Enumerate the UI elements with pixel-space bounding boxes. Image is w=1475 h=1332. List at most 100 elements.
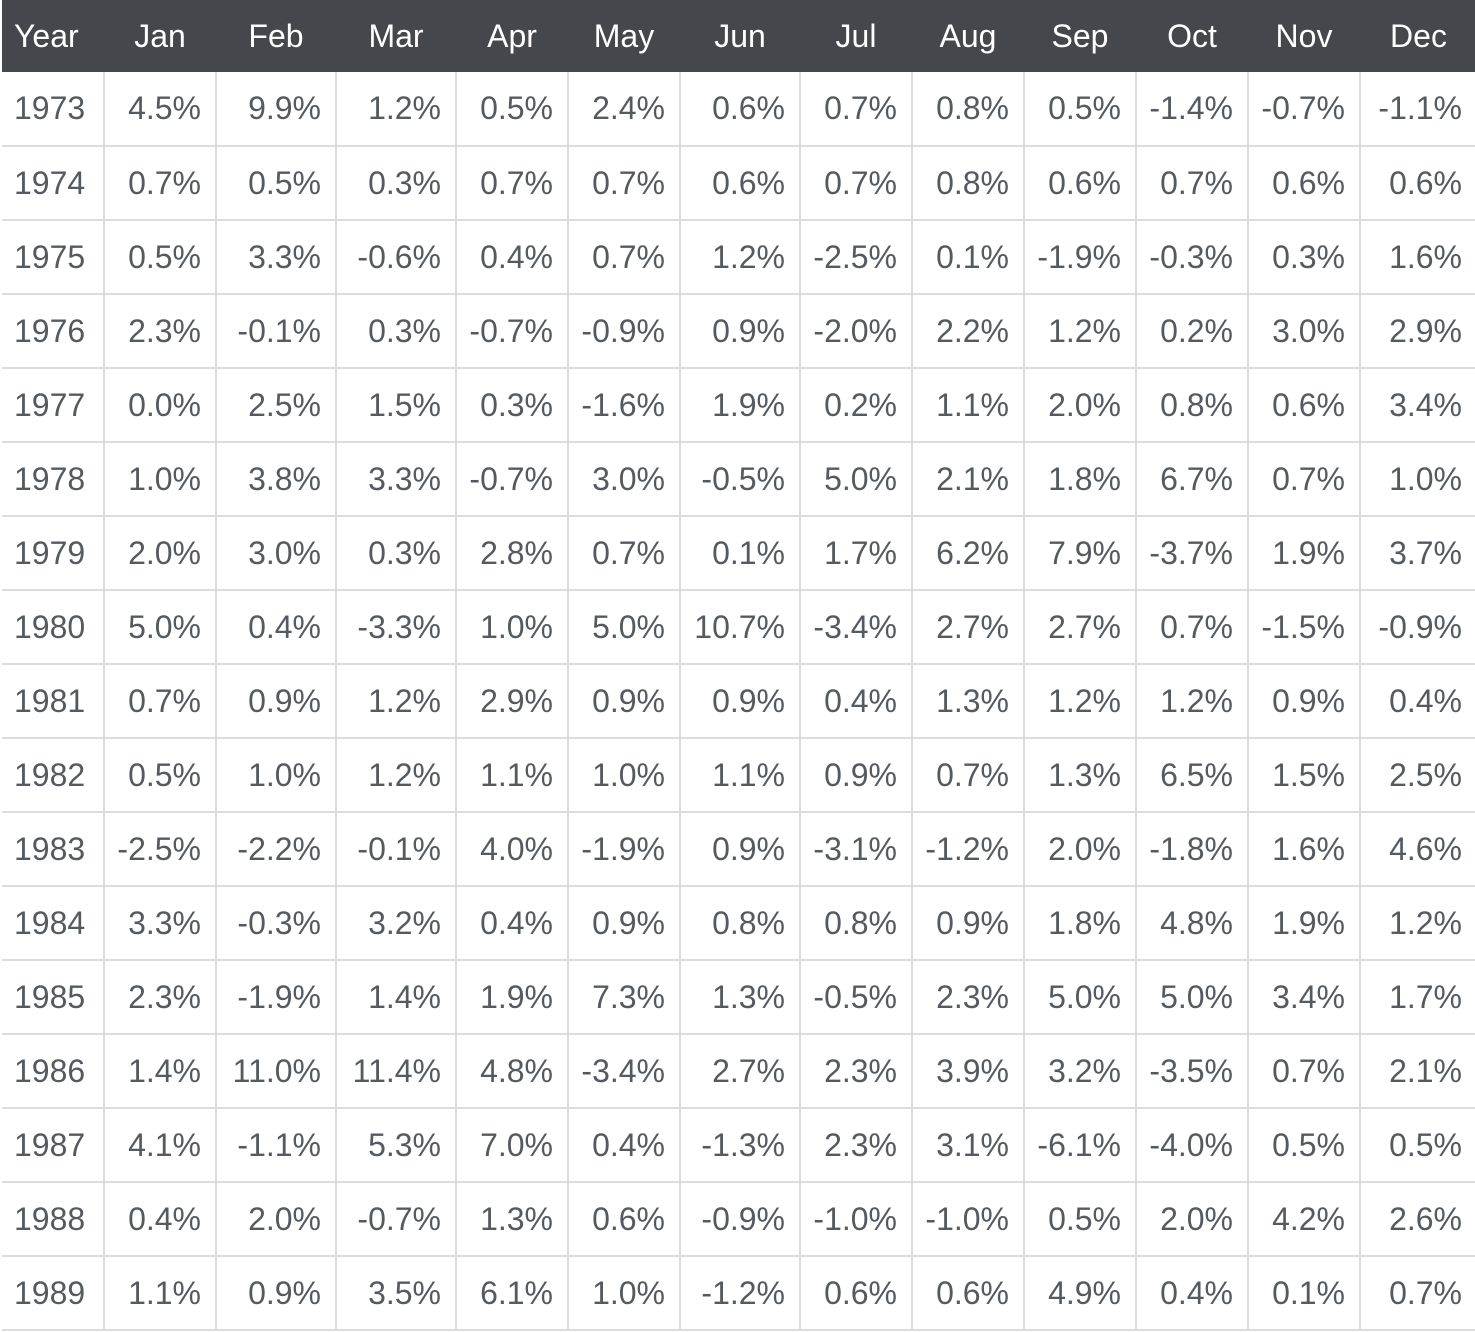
- return-cell-feb: 11.0%: [215, 1033, 337, 1109]
- column-header-year[interactable]: Year: [14, 17, 79, 54]
- return-cell-mar: 3.3%: [335, 441, 457, 517]
- return-cell-feb: 3.0%: [215, 515, 337, 591]
- return-cell-may: 3.0%: [567, 441, 681, 517]
- return-cell-may: -0.9%: [567, 293, 681, 369]
- return-cell-jun: 1.2%: [679, 219, 801, 295]
- return-cell-jun: -1.2%: [679, 1255, 801, 1331]
- return-cell-aug: 0.8%: [911, 72, 1025, 147]
- return-cell-jul: -3.4%: [799, 589, 913, 665]
- return-cell-sep: 0.6%: [1023, 145, 1137, 221]
- return-cell-sep: 1.8%: [1023, 441, 1137, 517]
- return-cell-apr: 7.0%: [455, 1107, 569, 1183]
- return-cell-sep: 4.9%: [1023, 1255, 1137, 1331]
- return-cell-sep: -6.1%: [1023, 1107, 1137, 1183]
- return-cell-nov: 0.1%: [1247, 1255, 1361, 1331]
- return-cell-apr: 4.8%: [455, 1033, 569, 1109]
- table-row: 1984 3.3% -0.3% 3.2% 0.4% 0.9% 0.8% 0.8% 0.9% 1.8…: [2, 885, 1475, 961]
- return-cell-jun: 0.9%: [679, 811, 801, 887]
- return-cell-may: 5.0%: [567, 589, 681, 665]
- return-cell-jul: 2.3%: [799, 1107, 913, 1183]
- return-cell-mar: 1.2%: [335, 663, 457, 739]
- return-cell-apr: -0.7%: [455, 441, 569, 517]
- return-cell-jun: 1.1%: [679, 737, 801, 813]
- return-cell-oct: -0.3%: [1135, 219, 1249, 295]
- table-row: 1987 4.1% -1.1% 5.3% 7.0% 0.4% -1.3% 2.3% 3.1% -6…: [2, 1107, 1475, 1183]
- column-header-oct[interactable]: Oct: [1167, 17, 1217, 54]
- return-cell-jan: 0.0%: [103, 367, 217, 443]
- return-cell-may: 0.4%: [567, 1107, 681, 1183]
- return-cell-oct: 0.4%: [1135, 1255, 1249, 1331]
- return-cell-aug: -1.0%: [911, 1181, 1025, 1257]
- return-cell-dec: 1.7%: [1359, 959, 1475, 1035]
- year-cell: 1984: [2, 885, 105, 961]
- year-cell: 1976: [2, 293, 105, 369]
- column-header-may[interactable]: May: [593, 17, 655, 54]
- return-cell-nov: 1.9%: [1247, 885, 1361, 961]
- return-cell-may: -1.6%: [567, 367, 681, 443]
- return-cell-feb: -2.2%: [215, 811, 337, 887]
- return-cell-feb: -0.1%: [215, 293, 337, 369]
- table-row: 1989 1.1% 0.9% 3.5% 6.1% 1.0% -1.2% 0.6% 0.6% 4.9…: [2, 1255, 1475, 1331]
- table-header: Year Jan Feb Mar Apr May Jun Jul Aug Sep…: [2, 0, 1475, 72]
- return-cell-nov: 0.7%: [1247, 1033, 1361, 1109]
- return-cell-apr: 4.0%: [455, 811, 569, 887]
- return-cell-aug: 2.7%: [911, 589, 1025, 665]
- return-cell-dec: 0.6%: [1359, 145, 1475, 221]
- return-cell-jan: 5.0%: [103, 589, 217, 665]
- return-cell-nov: 0.6%: [1247, 145, 1361, 221]
- column-header-sep[interactable]: Sep: [1051, 17, 1109, 54]
- return-cell-jul: 0.9%: [799, 737, 913, 813]
- return-cell-mar: 3.5%: [335, 1255, 457, 1331]
- return-cell-feb: 3.8%: [215, 441, 337, 517]
- year-cell: 1987: [2, 1107, 105, 1183]
- return-cell-jan: 2.0%: [103, 515, 217, 591]
- return-cell-jul: -0.5%: [799, 959, 913, 1035]
- return-cell-oct: 0.7%: [1135, 145, 1249, 221]
- return-cell-jun: 0.8%: [679, 885, 801, 961]
- return-cell-feb: 0.9%: [215, 663, 337, 739]
- table-row: 1980 5.0% 0.4% -3.3% 1.0% 5.0% 10.7% -3.4% 2.7% 2…: [2, 589, 1475, 665]
- return-cell-dec: 2.5%: [1359, 737, 1475, 813]
- column-header-jun[interactable]: Jun: [714, 17, 766, 54]
- column-header-apr[interactable]: Apr: [487, 17, 537, 54]
- return-cell-oct: -1.8%: [1135, 811, 1249, 887]
- column-header-jan[interactable]: Jan: [134, 17, 186, 54]
- column-header-dec[interactable]: Dec: [1390, 17, 1447, 54]
- return-cell-jun: 0.9%: [679, 293, 801, 369]
- return-cell-oct: 0.8%: [1135, 367, 1249, 443]
- return-cell-may: 0.7%: [567, 219, 681, 295]
- return-cell-apr: 2.9%: [455, 663, 569, 739]
- return-cell-oct: 6.7%: [1135, 441, 1249, 517]
- return-cell-may: 2.4%: [567, 72, 681, 147]
- return-cell-feb: -1.1%: [215, 1107, 337, 1183]
- column-header-mar[interactable]: Mar: [368, 17, 424, 54]
- return-cell-jan: 0.7%: [103, 145, 217, 221]
- return-cell-nov: 0.7%: [1247, 441, 1361, 517]
- return-cell-apr: 2.8%: [455, 515, 569, 591]
- return-cell-nov: 1.6%: [1247, 811, 1361, 887]
- return-cell-apr: 0.7%: [455, 145, 569, 221]
- return-cell-jan: 1.0%: [103, 441, 217, 517]
- return-cell-may: 7.3%: [567, 959, 681, 1035]
- table-row: 1975 0.5% 3.3% -0.6% 0.4% 0.7% 1.2% -2.5% 0.1% -1…: [2, 219, 1475, 295]
- return-cell-oct: 6.5%: [1135, 737, 1249, 813]
- return-cell-may: 0.7%: [567, 515, 681, 591]
- return-cell-aug: 3.1%: [911, 1107, 1025, 1183]
- return-cell-jul: 0.7%: [799, 145, 913, 221]
- return-cell-nov: 4.2%: [1247, 1181, 1361, 1257]
- return-cell-oct: 2.0%: [1135, 1181, 1249, 1257]
- return-cell-feb: 2.0%: [215, 1181, 337, 1257]
- table-row: 1976 2.3% -0.1% 0.3% -0.7% -0.9% 0.9% -2.0% 2.2%…: [2, 293, 1475, 369]
- column-header-jul[interactable]: Jul: [835, 17, 877, 54]
- column-header-nov[interactable]: Nov: [1275, 17, 1333, 54]
- return-cell-sep: 5.0%: [1023, 959, 1137, 1035]
- return-cell-sep: 1.2%: [1023, 663, 1137, 739]
- year-cell: 1985: [2, 959, 105, 1035]
- return-cell-aug: 0.6%: [911, 1255, 1025, 1331]
- return-cell-apr: 6.1%: [455, 1255, 569, 1331]
- column-header-feb[interactable]: Feb: [248, 17, 304, 54]
- column-header-aug[interactable]: Aug: [939, 17, 997, 54]
- return-cell-jan: 2.3%: [103, 959, 217, 1035]
- return-cell-jun: 0.9%: [679, 663, 801, 739]
- return-cell-jun: -0.5%: [679, 441, 801, 517]
